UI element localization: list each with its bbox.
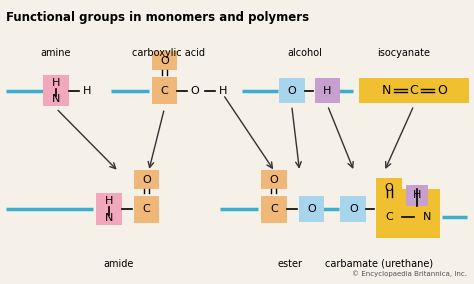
Text: isocyanate: isocyanate [377, 48, 430, 58]
Text: O: O [191, 85, 200, 95]
Text: amine: amine [41, 48, 71, 58]
Text: O: O [385, 183, 393, 193]
Text: ester: ester [277, 259, 302, 269]
FancyBboxPatch shape [152, 77, 177, 104]
FancyBboxPatch shape [261, 196, 287, 223]
FancyBboxPatch shape [152, 51, 177, 70]
Text: O: O [287, 85, 296, 95]
FancyBboxPatch shape [376, 178, 402, 197]
Text: O: O [269, 175, 278, 185]
Text: N: N [52, 94, 60, 105]
Text: O: O [142, 175, 151, 185]
Text: N: N [423, 212, 431, 222]
Text: H: H [219, 85, 227, 95]
FancyBboxPatch shape [299, 197, 325, 222]
Text: Functional groups in monomers and polymers: Functional groups in monomers and polyme… [6, 11, 310, 24]
FancyBboxPatch shape [315, 78, 340, 103]
Text: O: O [307, 204, 316, 214]
Text: alcohol: alcohol [287, 48, 322, 58]
FancyBboxPatch shape [279, 78, 305, 103]
Text: © Encyclopaedia Britannica, Inc.: © Encyclopaedia Britannica, Inc. [352, 270, 466, 277]
Text: C: C [385, 212, 393, 222]
Text: C: C [270, 204, 278, 214]
Text: H: H [105, 197, 113, 206]
Text: H: H [413, 191, 421, 201]
Text: O: O [160, 56, 169, 66]
Text: C: C [410, 84, 419, 97]
Text: H: H [82, 85, 91, 95]
Text: carboxylic acid: carboxylic acid [132, 48, 205, 58]
FancyBboxPatch shape [261, 170, 287, 189]
Text: O: O [437, 84, 447, 97]
FancyBboxPatch shape [96, 193, 122, 225]
FancyBboxPatch shape [43, 75, 69, 106]
FancyBboxPatch shape [406, 185, 428, 206]
FancyBboxPatch shape [134, 170, 159, 189]
Text: amide: amide [103, 259, 134, 269]
Text: H: H [323, 85, 332, 95]
Text: N: N [105, 213, 113, 223]
FancyBboxPatch shape [376, 189, 440, 238]
Text: carbamate (urethane): carbamate (urethane) [325, 259, 433, 269]
Text: H: H [52, 78, 60, 87]
FancyBboxPatch shape [134, 196, 159, 223]
Text: N: N [382, 84, 391, 97]
Text: O: O [349, 204, 358, 214]
FancyBboxPatch shape [340, 197, 366, 222]
FancyBboxPatch shape [359, 78, 469, 103]
Text: C: C [161, 85, 168, 95]
Text: C: C [143, 204, 150, 214]
